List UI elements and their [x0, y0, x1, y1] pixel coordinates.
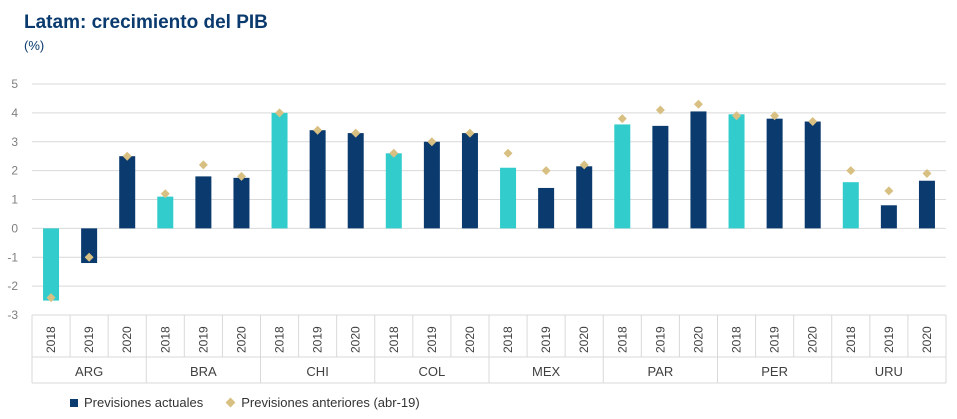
bar-col-2020 — [461, 133, 478, 229]
y-tick-label: 3 — [11, 135, 18, 149]
diamond-arg-2018 — [46, 293, 56, 303]
bar-mex-2018 — [500, 167, 517, 229]
x-tick-year: 2019 — [425, 326, 439, 353]
x-tick-year: 2020 — [234, 326, 248, 353]
y-tick-label: 1 — [11, 193, 18, 207]
bar-bra-2020 — [233, 177, 250, 229]
diamond-bra-2020 — [236, 171, 246, 181]
x-tick-year: 2018 — [158, 326, 172, 353]
bar-col-2019 — [423, 141, 440, 229]
x-tick-year: 2019 — [539, 326, 553, 353]
x-tick-year: 2020 — [691, 326, 705, 353]
bar-bra-2019 — [195, 176, 212, 229]
x-tick-year: 2018 — [44, 326, 58, 353]
bar-mex-2020 — [576, 166, 593, 229]
diamond-mex-2020 — [579, 160, 589, 170]
bar-per-2020 — [804, 121, 821, 229]
y-tick-label: -2 — [7, 279, 18, 293]
x-tick-year: 2019 — [311, 326, 325, 353]
diamond-par-2020 — [693, 99, 703, 109]
diamond-col-2020 — [465, 128, 475, 138]
x-group-label: CHI — [306, 364, 328, 379]
y-tick-label: 4 — [11, 106, 18, 120]
x-tick-year: 2018 — [730, 326, 744, 353]
diamond-arg-2020 — [122, 151, 132, 161]
bar-uru-2020 — [918, 180, 935, 229]
x-tick-year: 2020 — [806, 326, 820, 353]
diamond-col-2019 — [427, 137, 437, 147]
bar-per-2018 — [728, 114, 745, 229]
legend-bar-swatch — [70, 398, 78, 407]
diamond-per-2019 — [770, 111, 780, 121]
x-tick-year: 2019 — [882, 326, 896, 353]
x-tick-year: 2019 — [196, 326, 210, 353]
bar-arg-2020 — [119, 156, 136, 229]
x-tick-year: 2020 — [920, 326, 934, 353]
diamond-par-2018 — [617, 114, 627, 124]
x-group-label: URU — [875, 364, 903, 379]
diamond-bra-2018 — [160, 189, 170, 199]
legend-label-previous: Previsiones anteriores (abr-19) — [241, 395, 420, 410]
legend-item-current: Previsiones actuales — [70, 395, 203, 410]
x-tick-year: 2020 — [120, 326, 134, 353]
diamond-par-2019 — [655, 105, 665, 115]
bar-arg-2019 — [81, 228, 98, 264]
diamond-chi-2018 — [275, 108, 285, 118]
x-group-label: COL — [419, 364, 446, 379]
x-tick-year: 2018 — [273, 326, 287, 353]
diamond-mex-2019 — [541, 166, 551, 176]
chart-legend: Previsiones actuales Previsiones anterio… — [70, 395, 442, 410]
bar-chi-2019 — [309, 130, 326, 229]
legend-item-previous: Previsiones anteriores (abr-19) — [225, 395, 420, 410]
diamond-bra-2019 — [198, 160, 208, 170]
diamond-uru-2020 — [922, 169, 932, 179]
x-tick-year: 2020 — [577, 326, 591, 353]
x-tick-year: 2018 — [844, 326, 858, 353]
diamond-mex-2018 — [503, 148, 513, 158]
x-group-label: BRA — [190, 364, 217, 379]
bar-chi-2018 — [271, 112, 288, 229]
y-tick-label: -3 — [7, 308, 18, 322]
x-group-label: MEX — [532, 364, 561, 379]
diamond-uru-2019 — [884, 186, 894, 196]
bar-col-2018 — [385, 153, 402, 229]
x-tick-year: 2019 — [768, 326, 782, 353]
diamond-uru-2018 — [846, 166, 856, 176]
bar-bra-2018 — [157, 196, 174, 229]
x-tick-year: 2019 — [653, 326, 667, 353]
x-group-label: PAR — [647, 364, 673, 379]
legend-diamond-swatch — [225, 397, 236, 408]
x-group-label: ARG — [75, 364, 103, 379]
x-tick-year: 2018 — [501, 326, 515, 353]
bar-uru-2019 — [880, 205, 897, 229]
bar-par-2020 — [690, 111, 707, 229]
y-tick-label: -1 — [7, 250, 18, 264]
diamond-col-2018 — [389, 148, 399, 158]
bar-par-2018 — [614, 124, 631, 229]
legend-label-current: Previsiones actuales — [84, 395, 204, 410]
x-tick-year: 2020 — [349, 326, 363, 353]
y-tick-label: 5 — [11, 77, 18, 91]
bar-uru-2018 — [842, 182, 859, 229]
diamond-chi-2019 — [313, 125, 323, 135]
chart-title: Latam: crecimiento del PIB — [24, 12, 268, 33]
x-tick-year: 2018 — [615, 326, 629, 353]
bar-mex-2019 — [538, 187, 555, 229]
x-group-label: PER — [761, 364, 788, 379]
y-tick-label: 2 — [11, 164, 18, 178]
diamond-per-2018 — [732, 111, 742, 121]
diamond-per-2020 — [808, 117, 818, 127]
diamond-arg-2019 — [84, 252, 94, 262]
x-tick-year: 2019 — [82, 326, 96, 353]
bar-per-2019 — [766, 118, 783, 229]
y-tick-label: 0 — [11, 221, 18, 235]
bar-chi-2020 — [347, 133, 364, 229]
x-tick-year: 2020 — [463, 326, 477, 353]
chart-subtitle: (%) — [24, 38, 45, 53]
x-tick-year: 2018 — [387, 326, 401, 353]
diamond-chi-2020 — [351, 128, 361, 138]
bar-par-2019 — [652, 125, 669, 229]
bar-arg-2018 — [43, 228, 60, 301]
